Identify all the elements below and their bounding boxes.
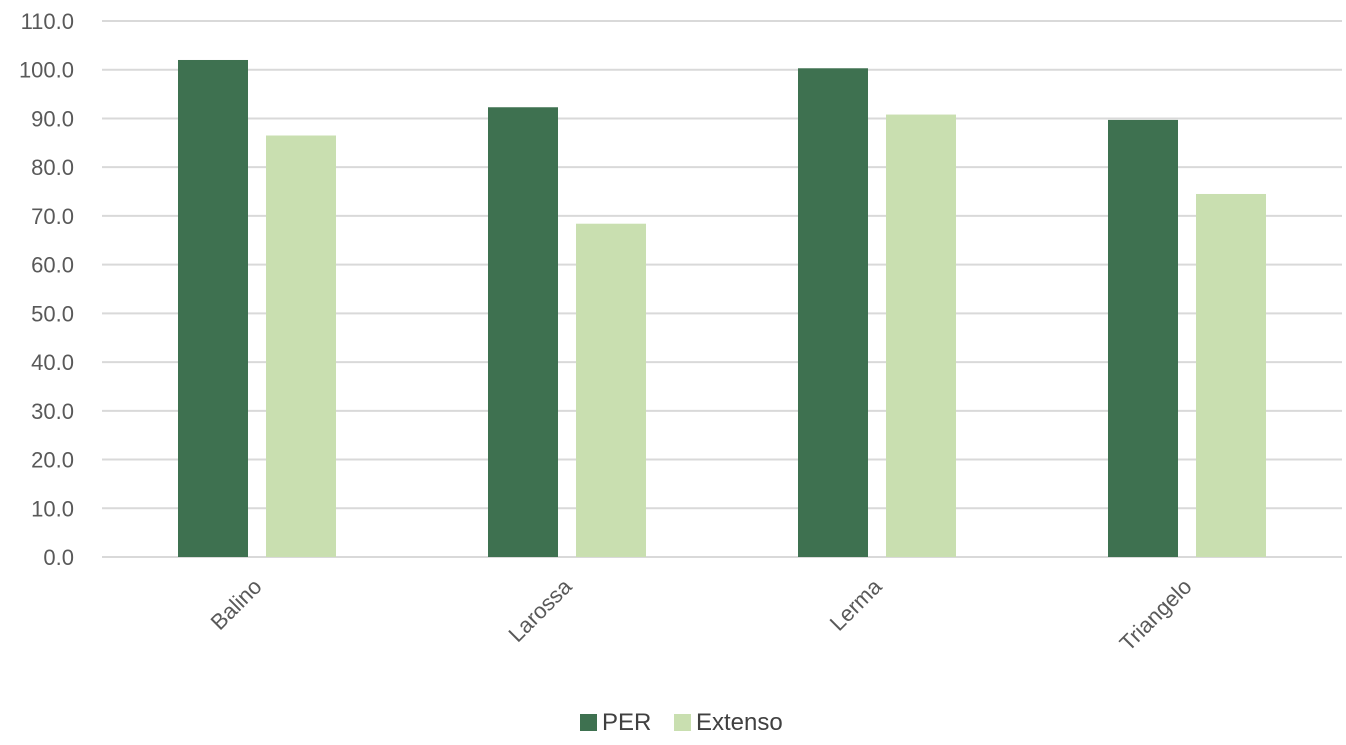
y-tick-label: 30.0	[31, 399, 74, 424]
bar-per-lerma	[798, 68, 868, 558]
y-tick-label: 40.0	[31, 350, 74, 375]
legend-swatch-extenso	[674, 714, 691, 731]
legend-label-extenso: Extenso	[696, 709, 783, 736]
y-tick-label: 90.0	[31, 106, 74, 131]
y-axis-tick-labels: 0.0 10.0 20.0 30.0 40.0 50.0 60.0 70.0 80.0 90.0 1…	[19, 9, 74, 570]
bars	[178, 59, 1266, 558]
bar-extenso-lerma	[886, 114, 956, 557]
y-tick-label: 0.0	[43, 545, 74, 570]
y-tick-label: 20.0	[31, 448, 74, 473]
legend-swatch-per	[580, 714, 597, 731]
y-tick-label: 10.0	[31, 496, 74, 521]
x-tick-label: Balino	[206, 574, 267, 635]
bar-per-larossa	[488, 107, 558, 557]
legend: PER Extenso	[580, 709, 783, 736]
y-tick-label: 110.0	[21, 9, 74, 34]
y-tick-label: 70.0	[31, 204, 74, 229]
legend-label-per: PER	[602, 709, 651, 736]
bar-per-balino	[178, 59, 248, 558]
y-tick-label: 60.0	[31, 253, 74, 278]
x-tick-label: Larossa	[504, 573, 578, 647]
bar-extenso-larossa	[576, 223, 646, 558]
x-tick-label: Lerma	[825, 573, 887, 635]
bar-extenso-balino	[266, 135, 336, 557]
bar-extenso-triangelo	[1196, 193, 1266, 557]
y-tick-label: 100.0	[19, 58, 74, 83]
y-tick-label: 50.0	[31, 301, 74, 326]
bar-per-triangelo	[1108, 119, 1178, 557]
x-axis-tick-labels: Balino Larossa Lerma Triangelo	[206, 573, 1197, 655]
x-tick-label: Triangelo	[1115, 574, 1197, 656]
y-tick-label: 80.0	[31, 155, 74, 180]
